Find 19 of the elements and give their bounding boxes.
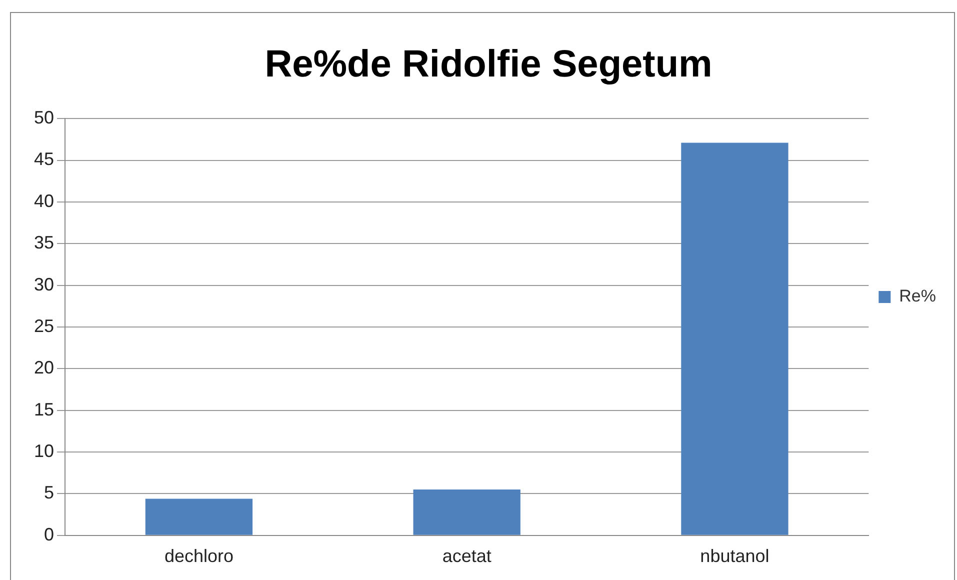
y-tick-label: 50 (34, 108, 54, 128)
y-tick-label: 20 (34, 358, 54, 378)
x-tick-label: nbutanol (700, 546, 770, 566)
bar (145, 498, 253, 535)
y-tick-label: 35 (34, 232, 54, 253)
legend-label: Re% (899, 286, 936, 306)
y-tick-label: 0 (44, 524, 54, 544)
chart-title: Re%de Ridolfie Segetum (264, 43, 712, 86)
bar (413, 490, 520, 535)
y-tick-label: 40 (34, 190, 54, 211)
y-tick-label: 25 (34, 316, 54, 336)
bar (681, 142, 788, 535)
y-tick-label: 5 (44, 482, 54, 503)
y-tick-label: 15 (34, 399, 54, 420)
y-tick-label: 45 (34, 149, 54, 170)
x-tick-label: acetat (442, 546, 492, 566)
y-tick-label: 10 (34, 441, 54, 462)
x-tick-label: dechloro (164, 546, 234, 566)
y-tick-label: 30 (34, 274, 54, 294)
